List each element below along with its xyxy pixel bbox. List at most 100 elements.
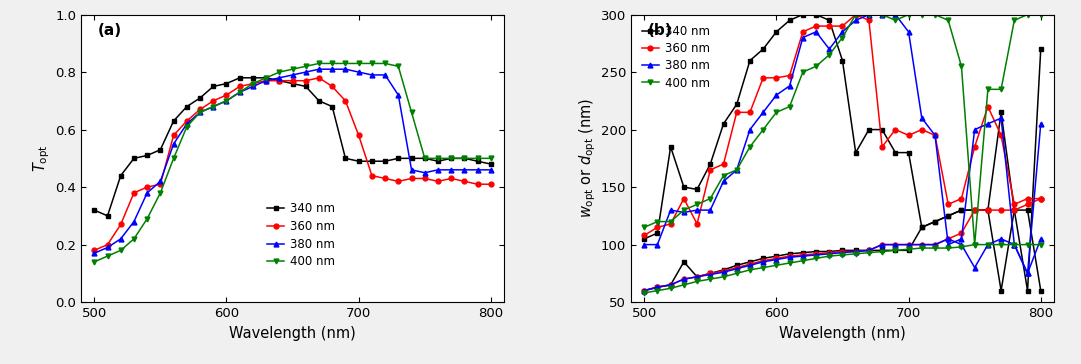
400 nm — [233, 90, 246, 94]
400 nm — [101, 254, 114, 258]
380 nm — [982, 122, 995, 126]
340 nm — [431, 159, 444, 163]
360 nm — [352, 133, 365, 138]
380 nm — [863, 12, 876, 17]
360 nm — [797, 29, 810, 34]
Text: (a): (a) — [98, 23, 122, 38]
X-axis label: Wavelength (nm): Wavelength (nm) — [779, 325, 906, 341]
340 nm — [181, 104, 193, 109]
380 nm — [115, 237, 128, 241]
340 nm — [246, 76, 259, 80]
360 nm — [101, 242, 114, 247]
380 nm — [299, 70, 312, 74]
380 nm — [929, 133, 942, 138]
400 nm — [141, 217, 154, 221]
360 nm — [1035, 197, 1047, 201]
Text: (b): (b) — [648, 23, 672, 38]
360 nm — [259, 79, 272, 83]
340 nm — [638, 237, 651, 241]
340 nm — [810, 12, 823, 17]
400 nm — [995, 87, 1007, 91]
360 nm — [770, 76, 783, 80]
400 nm — [259, 76, 272, 80]
400 nm — [1007, 18, 1020, 23]
400 nm — [704, 197, 717, 201]
360 nm — [484, 182, 497, 186]
380 nm — [88, 251, 101, 256]
380 nm — [731, 168, 744, 172]
400 nm — [969, 242, 982, 247]
400 nm — [272, 70, 285, 74]
360 nm — [876, 145, 889, 149]
340 nm — [1022, 288, 1035, 293]
400 nm — [299, 64, 312, 68]
400 nm — [691, 202, 704, 206]
340 nm — [168, 119, 181, 123]
400 nm — [181, 124, 193, 129]
380 nm — [916, 116, 929, 120]
340 nm — [484, 162, 497, 166]
360 nm — [995, 133, 1007, 138]
Line: 340 nm: 340 nm — [642, 12, 1043, 293]
360 nm — [929, 133, 942, 138]
340 nm — [193, 96, 206, 100]
340 nm — [405, 156, 418, 161]
340 nm — [942, 214, 955, 218]
400 nm — [889, 18, 902, 23]
380 nm — [128, 219, 141, 224]
360 nm — [836, 24, 849, 28]
380 nm — [810, 29, 823, 34]
400 nm — [418, 156, 431, 161]
360 nm — [638, 233, 651, 238]
380 nm — [193, 110, 206, 115]
360 nm — [757, 76, 770, 80]
360 nm — [823, 24, 836, 28]
340 nm — [876, 127, 889, 132]
400 nm — [391, 64, 404, 68]
360 nm — [365, 173, 378, 178]
400 nm — [797, 70, 810, 74]
360 nm — [246, 82, 259, 86]
360 nm — [471, 182, 484, 186]
380 nm — [783, 84, 796, 88]
400 nm — [431, 156, 444, 161]
400 nm — [458, 156, 471, 161]
360 nm — [193, 107, 206, 112]
360 nm — [850, 12, 863, 17]
380 nm — [717, 179, 730, 183]
400 nm — [664, 219, 677, 224]
380 nm — [365, 73, 378, 77]
380 nm — [141, 191, 154, 195]
380 nm — [233, 90, 246, 94]
360 nm — [678, 197, 691, 201]
400 nm — [365, 61, 378, 66]
380 nm — [797, 35, 810, 40]
340 nm — [836, 58, 849, 63]
340 nm — [458, 156, 471, 161]
340 nm — [352, 159, 365, 163]
380 nm — [1035, 122, 1047, 126]
340 nm — [418, 156, 431, 161]
340 nm — [651, 231, 664, 235]
380 nm — [286, 73, 299, 77]
340 nm — [128, 156, 141, 161]
360 nm — [664, 222, 677, 226]
340 nm — [757, 47, 770, 51]
340 nm — [889, 150, 902, 155]
360 nm — [272, 79, 285, 83]
340 nm — [704, 162, 717, 166]
360 nm — [181, 119, 193, 123]
340 nm — [691, 187, 704, 191]
360 nm — [154, 182, 166, 186]
380 nm — [889, 12, 902, 17]
360 nm — [889, 127, 902, 132]
380 nm — [458, 168, 471, 172]
360 nm — [1007, 202, 1020, 206]
380 nm — [405, 168, 418, 172]
340 nm — [299, 84, 312, 88]
360 nm — [444, 176, 457, 181]
360 nm — [88, 248, 101, 253]
360 nm — [942, 202, 955, 206]
380 nm — [484, 168, 497, 172]
380 nm — [876, 12, 889, 17]
